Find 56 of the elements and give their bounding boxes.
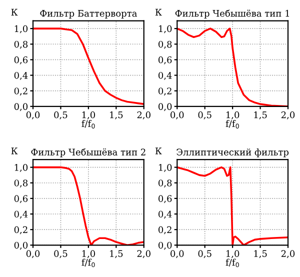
y-tick-label: 0,0	[14, 242, 28, 250]
x-axis-title: f/f$_{0}$	[226, 258, 239, 268]
chart-title: Фильтр Чебышёва тип 2	[31, 148, 146, 158]
y-tick-label: 1,0	[159, 25, 172, 34]
x-tick-label: 0,5	[198, 250, 212, 258]
x-tick-label: 2,0	[137, 111, 150, 120]
y-axis-title: К	[155, 8, 162, 16]
x-tick-label: 2,0	[281, 250, 295, 258]
y-tick-label: 1,0	[14, 164, 28, 172]
x-tick-label: 1,0	[82, 111, 96, 120]
x-tick-label: 0,0	[170, 250, 184, 258]
x-tick-label: 1,5	[110, 250, 123, 258]
y-tick-label: 0,4	[14, 72, 28, 80]
x-tick-label: 1,5	[110, 111, 123, 120]
y-axis-title: К	[11, 148, 18, 154]
y-tick-label: 0,0	[158, 242, 172, 250]
y-tick-label: 0,6	[158, 56, 172, 64]
y-tick-label: 0,4	[158, 72, 172, 80]
x-axis-title: f/f$_{0}$	[82, 258, 95, 268]
x-tick-label: 0,0	[26, 111, 40, 120]
chart-title: Фильтр Баттерворта	[40, 10, 137, 18]
y-tick-label: 0,2	[14, 226, 28, 234]
x-tick-label: 1,0	[226, 111, 240, 120]
y-tick-label: 0,2	[158, 226, 172, 234]
x-tick-label: 1,0	[82, 250, 96, 258]
x-tick-label: 1,0	[226, 250, 240, 258]
x-tick-label: 0,5	[54, 111, 68, 120]
x-tick-label: 0,5	[54, 250, 68, 258]
y-tick-label: 0,6	[14, 56, 28, 64]
x-tick-label: 1,5	[254, 250, 267, 258]
y-tick-label: 0,8	[158, 180, 172, 188]
y-tick-label: 1,0	[159, 164, 172, 172]
y-tick-label: 0,2	[158, 88, 172, 96]
y-tick-label: 0,2	[14, 88, 28, 96]
y-tick-label: 0,8	[14, 180, 28, 188]
x-tick-label: 0,5	[198, 111, 212, 120]
y-tick-label: 0,0	[14, 103, 28, 112]
x-tick-label: 1,5	[254, 111, 267, 120]
y-axis-title: К	[155, 148, 162, 154]
y-tick-label: 0,0	[158, 103, 172, 112]
y-tick-label: 0,8	[158, 40, 172, 49]
x-axis-title: f/f$_{0}$	[82, 120, 95, 128]
x-tick-label: 2,0	[281, 111, 295, 120]
y-tick-label: 0,6	[14, 195, 28, 204]
y-tick-label: 1,0	[14, 25, 28, 34]
y-tick-label: 0,6	[158, 195, 172, 204]
chart-title: Эллиптический фильтр	[176, 148, 289, 158]
chart-title: Фильтр Чебышёва тип 1	[175, 10, 290, 18]
x-tick-label: 2,0	[137, 250, 150, 258]
y-tick-label: 0,4	[14, 210, 28, 219]
y-tick-label: 0,4	[158, 210, 172, 219]
x-tick-label: 0,0	[170, 111, 184, 120]
y-axis-title: К	[11, 8, 18, 16]
y-tick-label: 0,8	[14, 40, 28, 49]
x-axis-title: f/f$_{0}$	[226, 120, 239, 128]
x-tick-label: 0,0	[26, 250, 40, 258]
